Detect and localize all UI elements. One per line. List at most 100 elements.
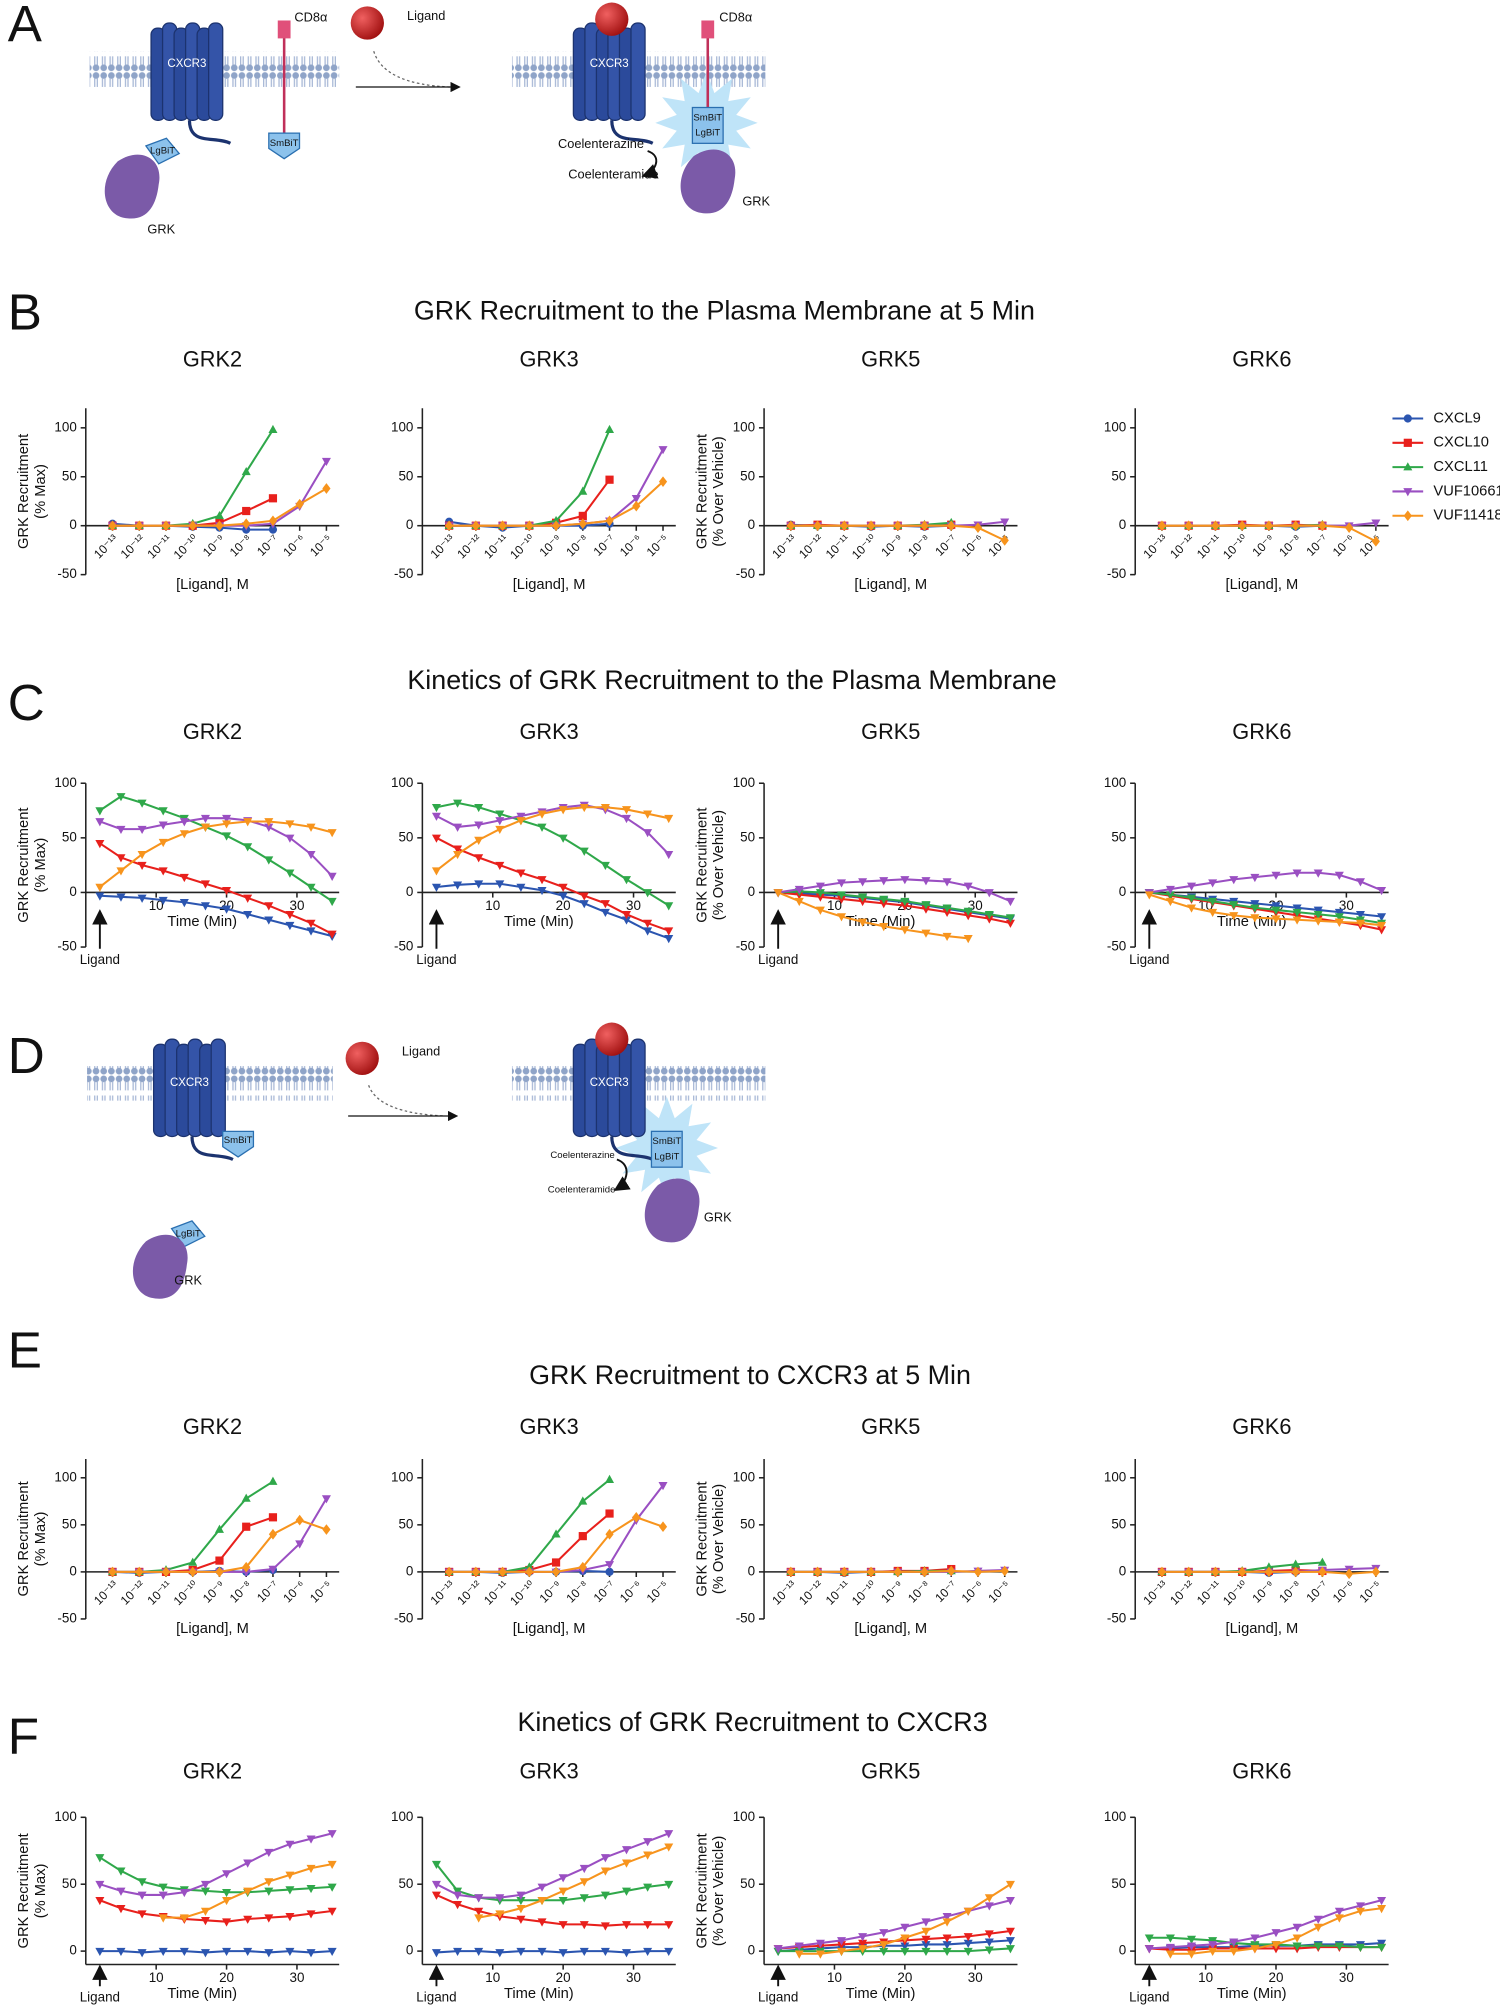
ligand (350, 6, 384, 40)
marker (1291, 1566, 1300, 1578)
marker (516, 883, 526, 892)
marker (1165, 885, 1175, 895)
x-tick-label: 10⁻¹¹ (145, 1578, 175, 1608)
chart-title: GRK2 (183, 1414, 242, 1439)
marker (900, 1934, 910, 1943)
marker (108, 1566, 117, 1578)
x-axis-label: Time (Min) (167, 914, 237, 930)
x-tick-label: 10⁻¹¹ (1194, 532, 1224, 562)
y-tick-label: 50 (398, 1876, 413, 1891)
x-tick-label: 10⁻⁸ (563, 1578, 591, 1606)
marker (306, 927, 316, 936)
marker (516, 817, 526, 826)
marker (1313, 1942, 1323, 1951)
marker (306, 1884, 316, 1894)
y-tick-label: 50 (1111, 829, 1126, 844)
panel-letter: E (8, 1322, 42, 1379)
marker (643, 1838, 653, 1847)
marker (116, 1887, 126, 1896)
x-axis-label: [Ligand], M (1226, 577, 1299, 593)
marker (1371, 519, 1381, 528)
marker (815, 889, 825, 898)
marker (1208, 1947, 1218, 1957)
marker (1144, 1945, 1154, 1954)
marker (1165, 897, 1175, 907)
label: LgBiT (150, 146, 175, 157)
y-tick-label: 100 (54, 1809, 76, 1824)
marker (327, 1830, 337, 1839)
marker (551, 1529, 561, 1538)
x-tick-label: 10 (149, 898, 164, 913)
x-tick-label: 30 (626, 1970, 641, 1985)
marker (1187, 894, 1197, 903)
marker (664, 1880, 674, 1890)
marker (984, 1894, 994, 1903)
marker (1229, 901, 1239, 910)
marker (921, 877, 931, 886)
marker (1157, 1566, 1167, 1578)
x-tick-label: 10⁻⁷ (1304, 1578, 1331, 1605)
x-tick-label: 10⁻⁵ (307, 532, 335, 560)
y-axis-label: GRK Recruitment (16, 1833, 32, 1948)
marker (158, 1947, 168, 1957)
y-tick-label: 100 (1104, 1809, 1126, 1824)
y-tick-label: 100 (391, 1469, 413, 1484)
marker (264, 902, 274, 911)
marker (579, 1947, 589, 1957)
series-line (1148, 893, 1382, 927)
marker (786, 1566, 795, 1578)
y-tick-label: 100 (1104, 1469, 1126, 1484)
label: SmBiT (693, 112, 722, 123)
marker (1165, 1934, 1175, 1943)
marker (963, 1933, 973, 1942)
label: LgBiT (176, 1228, 201, 1239)
marker (600, 1922, 610, 1931)
series-line (1149, 1936, 1382, 1949)
marker (95, 818, 105, 827)
marker (285, 1913, 295, 1922)
y-tick-label: 50 (1111, 1876, 1126, 1891)
annotation: Ligand (758, 1989, 798, 2004)
legend-label: CXCL9 (1433, 410, 1480, 426)
marker (264, 1949, 274, 1958)
marker (973, 1566, 983, 1578)
panel-letter: A (8, 0, 43, 53)
marker (285, 1886, 295, 1895)
label: Coelenterazine (550, 1150, 614, 1161)
x-tick-label: 10⁻¹¹ (823, 1578, 853, 1608)
x-axis-label: [Ligand], M (176, 1621, 249, 1637)
marker (558, 1887, 568, 1896)
marker (837, 913, 847, 922)
x-tick-label: 10⁻¹² (796, 1578, 826, 1608)
marker (1000, 1565, 1009, 1577)
marker (1403, 510, 1412, 522)
x-tick-label: 10⁻⁷ (254, 532, 281, 559)
y-tick-label: -50 (1107, 939, 1126, 954)
series-line (1149, 891, 1382, 925)
marker (327, 1947, 337, 1957)
marker (1403, 438, 1412, 447)
x-tick-label: 10⁻⁷ (1304, 532, 1331, 559)
marker (431, 834, 441, 843)
marker (578, 1532, 587, 1541)
marker (1271, 915, 1281, 924)
marker (264, 1914, 274, 1923)
marker (942, 1913, 952, 1922)
marker (551, 520, 561, 532)
marker (794, 1942, 804, 1951)
marker (900, 902, 910, 911)
label: SmBiT (224, 1135, 253, 1146)
marker (551, 515, 561, 525)
marker (453, 1891, 463, 1900)
y-tick-label: -50 (394, 1610, 413, 1625)
marker (558, 883, 568, 892)
chart-title: GRK6 (1232, 1414, 1291, 1439)
marker (815, 1939, 825, 1948)
marker (1211, 1566, 1220, 1578)
marker (1005, 1927, 1015, 1936)
marker (658, 446, 668, 455)
marker (815, 1950, 825, 1959)
marker (268, 515, 278, 527)
legend-label: CXCL11 (1433, 459, 1487, 475)
chart-title: GRK5 (861, 347, 920, 372)
